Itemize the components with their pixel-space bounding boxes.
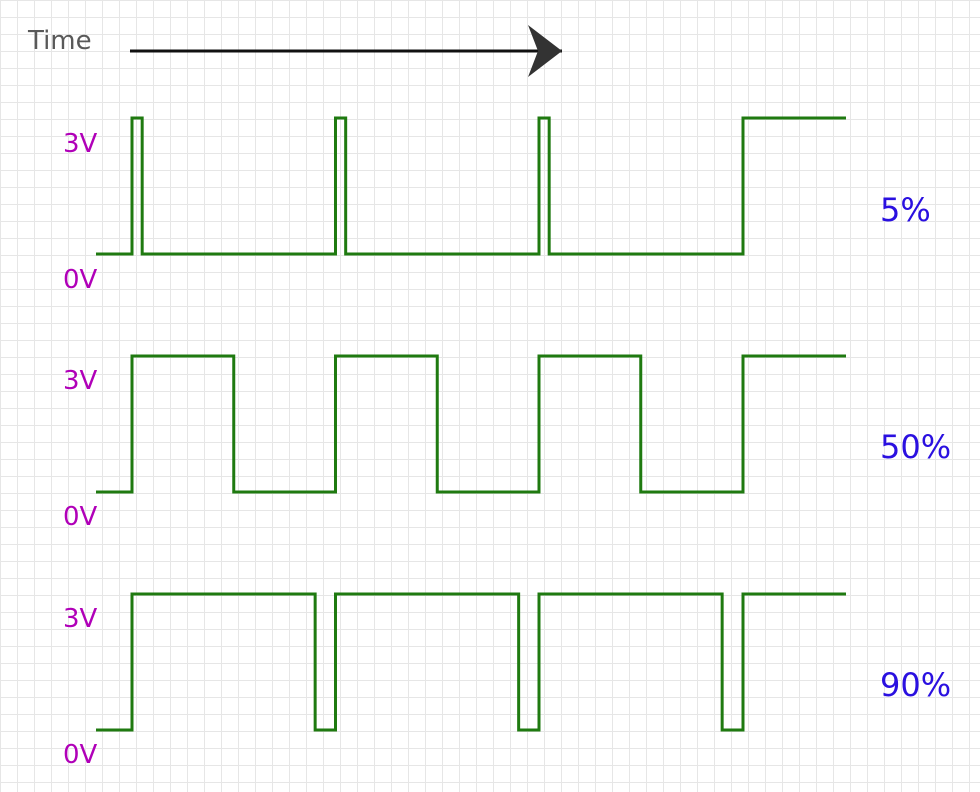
waveform-5-percent (96, 116, 846, 256)
voltage-low-label: 0V (63, 740, 98, 770)
duty-cycle-label: 5% (880, 191, 931, 229)
waveform-90-percent (96, 592, 846, 732)
voltage-high-label: 3V (63, 604, 98, 634)
voltage-high-label: 3V (63, 366, 98, 396)
time-axis-label: Time (28, 26, 92, 56)
duty-cycle-label: 90% (880, 666, 952, 704)
voltage-low-label: 0V (63, 502, 98, 532)
voltage-high-label: 3V (63, 129, 98, 159)
waveform-50-percent (96, 354, 846, 494)
duty-cycle-label: 50% (880, 428, 952, 466)
voltage-low-label: 0V (63, 265, 98, 295)
